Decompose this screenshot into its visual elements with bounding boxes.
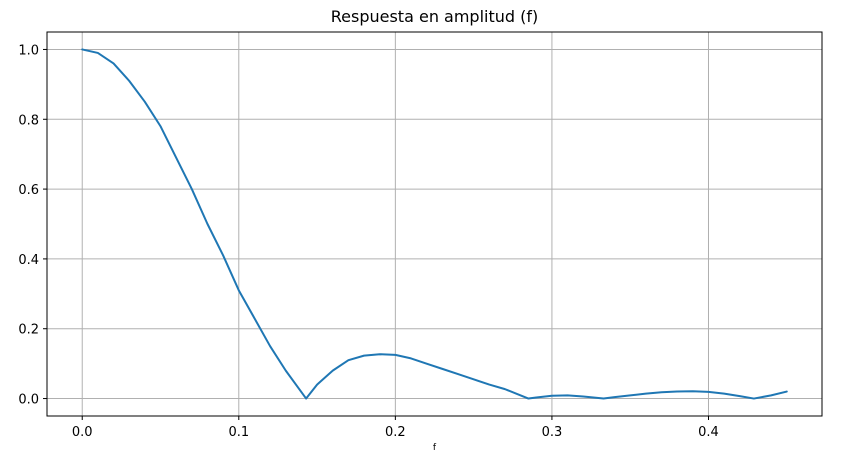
- y-tick-label: 0.0: [18, 393, 39, 408]
- y-tick-label: 1.0: [18, 43, 39, 58]
- x-tick-label: 0.2: [385, 425, 406, 440]
- x-axis-label: f: [433, 443, 437, 453]
- series-line: [81, 48, 788, 400]
- grid: [47, 32, 822, 416]
- axes-frame: [46, 31, 823, 417]
- series-layer: [81, 48, 788, 400]
- chart-title: Respuesta en amplitud (f): [331, 7, 539, 26]
- y-tick-label: 0.2: [18, 323, 39, 338]
- y-tick-label: 0.6: [18, 183, 39, 198]
- x-tick-label: 0.4: [698, 425, 719, 440]
- y-tick-label: 0.8: [18, 113, 39, 128]
- x-tick-label: 0.0: [72, 425, 93, 440]
- y-tick-label: 0.4: [18, 253, 39, 268]
- x-tick-label: 0.3: [542, 425, 563, 440]
- ticks: 0.0 0.1 0.2 0.3 0.4 0.0 0.2 0.4 0.6 0.8 1.0: [18, 43, 719, 440]
- x-tick-label: 0.1: [228, 425, 249, 440]
